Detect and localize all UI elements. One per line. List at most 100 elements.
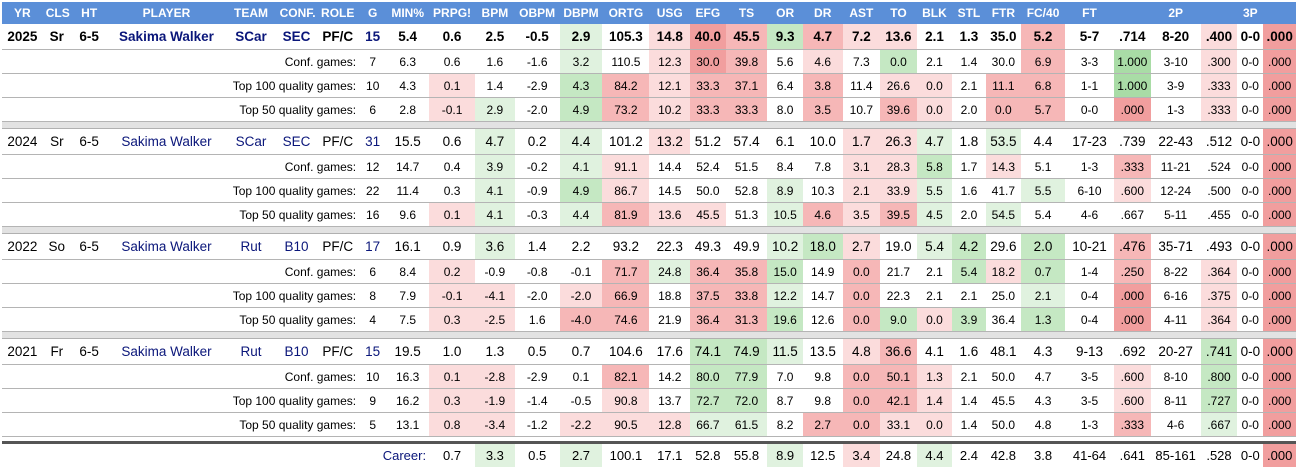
- column-header-team[interactable]: TEAM: [225, 2, 277, 24]
- to-cell: 13.6: [880, 24, 917, 50]
- team-cell[interactable]: SCar: [225, 24, 277, 50]
- prpg-cell: 0.6: [429, 128, 476, 155]
- column-header-ft-made[interactable]: FT: [1064, 2, 1115, 24]
- column-header-min-pct[interactable]: MIN%: [386, 2, 430, 24]
- column-header-conf[interactable]: CONF.: [276, 2, 317, 24]
- team-cell[interactable]: Rut: [225, 338, 277, 365]
- team-cell[interactable]: Rut: [225, 233, 277, 260]
- dr-cell: 3.8: [802, 73, 843, 98]
- ft-made-cell: 41-64: [1072, 448, 1107, 463]
- 2p-made-cell: 12-24: [1150, 178, 1201, 203]
- g-cell: 8: [359, 283, 387, 308]
- column-header-ftr[interactable]: FTR: [985, 2, 1022, 24]
- column-header-3p-made[interactable]: 3P: [1237, 2, 1264, 24]
- column-header-usg[interactable]: USG: [649, 2, 691, 24]
- column-header-player[interactable]: PLAYER: [107, 2, 226, 24]
- stl-cell: 1.6: [952, 178, 986, 203]
- g-cell[interactable]: 17: [359, 233, 387, 260]
- column-header-yr[interactable]: YR: [2, 2, 43, 24]
- efg-cell: 66.7: [690, 412, 726, 437]
- player-cell[interactable]: Sakima Walker: [107, 233, 226, 260]
- column-header-ast[interactable]: AST: [842, 2, 881, 24]
- bpm-cell: 3.6: [475, 233, 515, 260]
- ortg-cell: 66.9: [602, 283, 650, 308]
- column-header-ts[interactable]: TS: [725, 2, 768, 24]
- prpg-cell: 0.3: [429, 307, 476, 332]
- fc40-cell: 4.8: [1021, 412, 1065, 437]
- bpm-cell: -2.5: [475, 307, 515, 332]
- 3p-made-cell: 0-0: [1237, 49, 1264, 74]
- dr-cell: 4.6: [802, 202, 843, 227]
- to-cell: 24.8: [885, 448, 912, 463]
- g-cell[interactable]: 15: [359, 338, 387, 365]
- conf-cell[interactable]: B10: [276, 338, 317, 365]
- to-cell: 39.6: [880, 97, 917, 122]
- player-cell[interactable]: Sakima Walker: [107, 24, 226, 50]
- stl-cell: 1.4: [952, 412, 986, 437]
- dbpm-cell: 3.2: [559, 49, 603, 74]
- player-cell[interactable]: Sakima Walker: [107, 338, 226, 365]
- prpg-cell: 0.1: [429, 73, 476, 98]
- column-header-bpm[interactable]: BPM: [475, 2, 515, 24]
- role-cell: PF/C: [316, 233, 360, 260]
- column-header-ht[interactable]: HT: [70, 2, 108, 24]
- 2p-made-cell: 85-161: [1155, 448, 1196, 463]
- dbpm-cell: -0.5: [559, 388, 603, 413]
- column-header-obpm[interactable]: OBPM: [514, 2, 560, 24]
- column-header-2p-made[interactable]: 2P: [1150, 2, 1201, 24]
- to-cell: 19.0: [880, 233, 917, 260]
- career-label[interactable]: Career:: [382, 448, 427, 463]
- column-header-3p-pct[interactable]: [1263, 2, 1296, 24]
- split-row: Top 100 quality games: 8 7.9 -0.1 -4.1 -2.0 -2…: [2, 283, 1296, 308]
- prpg-cell: 0.6: [429, 24, 476, 50]
- column-header-fc40[interactable]: FC/40: [1021, 2, 1065, 24]
- to-cell: 33.1: [880, 412, 917, 437]
- g-cell[interactable]: 31: [359, 128, 387, 155]
- ft-made-cell: 1-3: [1064, 412, 1115, 437]
- column-header-cls[interactable]: CLS: [42, 2, 71, 24]
- blk-cell: 1.4: [916, 388, 953, 413]
- column-header-g[interactable]: G: [359, 2, 387, 24]
- column-header-or[interactable]: OR: [767, 2, 803, 24]
- column-header-blk[interactable]: BLK: [916, 2, 953, 24]
- conf-cell[interactable]: SEC: [276, 24, 317, 50]
- bpm-cell: 3.9: [475, 154, 515, 179]
- obpm-cell: -0.9: [514, 178, 560, 203]
- 3p-pct-cell: .000: [1263, 364, 1296, 389]
- fc40-cell: 2.0: [1021, 233, 1065, 260]
- ast-cell: 0.0: [842, 307, 881, 332]
- efg-cell: 36.4: [690, 259, 726, 284]
- column-header-dr[interactable]: DR: [802, 2, 843, 24]
- player-cell[interactable]: Sakima Walker: [107, 128, 226, 155]
- conf-cell[interactable]: B10: [276, 233, 317, 260]
- ts-cell: 77.9: [725, 364, 768, 389]
- or-cell: 5.6: [767, 49, 803, 74]
- column-header-dbpm[interactable]: DBPM: [559, 2, 603, 24]
- column-header-ft-pct[interactable]: [1114, 2, 1151, 24]
- column-header-prpg[interactable]: PRPG!: [429, 2, 476, 24]
- obpm-cell: 1.6: [514, 307, 560, 332]
- fc40-cell: 5.7: [1021, 97, 1065, 122]
- to-cell: 9.0: [880, 307, 917, 332]
- column-header-2p-pct[interactable]: [1200, 2, 1238, 24]
- column-header-efg[interactable]: EFG: [690, 2, 726, 24]
- or-cell: 8.4: [767, 154, 803, 179]
- ortg-cell: 110.5: [602, 49, 650, 74]
- column-header-stl[interactable]: STL: [952, 2, 986, 24]
- stl-cell: 1.7: [952, 154, 986, 179]
- ortg-cell: 71.7: [602, 259, 650, 284]
- conf-cell[interactable]: SEC: [276, 128, 317, 155]
- 2p-pct-cell: .364: [1200, 307, 1238, 332]
- column-header-role[interactable]: ROLE: [316, 2, 360, 24]
- prpg-cell: 0.3: [429, 178, 476, 203]
- 3p-pct-cell: .000: [1263, 388, 1296, 413]
- column-header-to[interactable]: TO: [880, 2, 917, 24]
- g-cell: 9: [359, 388, 387, 413]
- 3p-made-cell: 0-0: [1237, 73, 1264, 98]
- prpg-cell: 0.3: [429, 388, 476, 413]
- to-cell: 50.1: [880, 364, 917, 389]
- team-cell[interactable]: SCar: [225, 128, 277, 155]
- g-cell[interactable]: 15: [359, 24, 387, 50]
- ast-cell: 0.0: [842, 412, 881, 437]
- column-header-ortg[interactable]: ORTG: [602, 2, 650, 24]
